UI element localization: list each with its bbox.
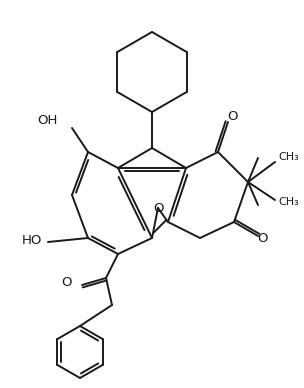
Text: CH₃: CH₃ [278,197,299,207]
Text: CH₃: CH₃ [278,152,299,162]
Text: O: O [227,109,237,123]
Text: O: O [257,232,267,244]
Text: OH: OH [38,114,58,126]
Text: HO: HO [22,234,42,246]
Text: O: O [153,201,163,215]
Text: O: O [61,277,72,289]
